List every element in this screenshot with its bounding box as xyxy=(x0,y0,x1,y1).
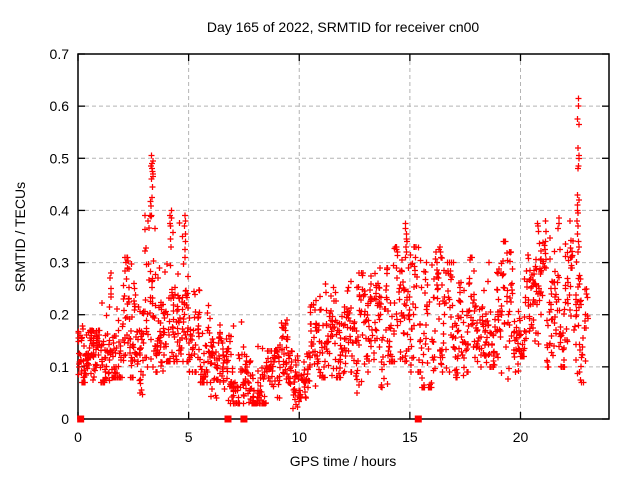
zero-marker-square xyxy=(77,415,85,423)
y-tick-label: 0.6 xyxy=(50,98,70,114)
plot-border xyxy=(77,53,610,420)
y-tick-label: 0 xyxy=(61,411,69,427)
zero-marker-square xyxy=(224,415,232,423)
x-tick-label: 15 xyxy=(402,429,418,445)
zero-marker-square xyxy=(414,415,422,423)
y-tick-label: 0.7 xyxy=(50,46,70,62)
zero-marker-square xyxy=(240,415,248,423)
x-tick-label: 5 xyxy=(185,429,193,445)
axis-labels: Day 165 of 2022, SRMTID for receiver cn0… xyxy=(12,19,479,469)
x-tick-label: 10 xyxy=(291,429,307,445)
axis-ticks xyxy=(77,53,609,420)
grid-lines xyxy=(78,54,609,419)
tick-labels: 0 5 10 15 20 0 0.1 0.2 0.3 0.4 0.5 0.6 0.7 xyxy=(50,46,529,445)
x-tick-label: 20 xyxy=(513,429,529,445)
y-tick-label: 0.2 xyxy=(50,307,70,323)
y-axis-title: SRMTID / TECUs xyxy=(12,182,28,292)
y-tick-label: 0.5 xyxy=(50,150,70,166)
y-tick-label: 0.3 xyxy=(50,255,70,271)
chart-title: Day 165 of 2022, SRMTID for receiver cn0… xyxy=(207,19,480,35)
data-points xyxy=(75,95,591,412)
y-tick-label: 0.1 xyxy=(50,359,70,375)
zero-level-markers xyxy=(77,415,422,423)
x-axis-title: GPS time / hours xyxy=(290,453,397,469)
x-tick-label: 0 xyxy=(74,429,82,445)
y-tick-label: 0.4 xyxy=(50,202,70,218)
